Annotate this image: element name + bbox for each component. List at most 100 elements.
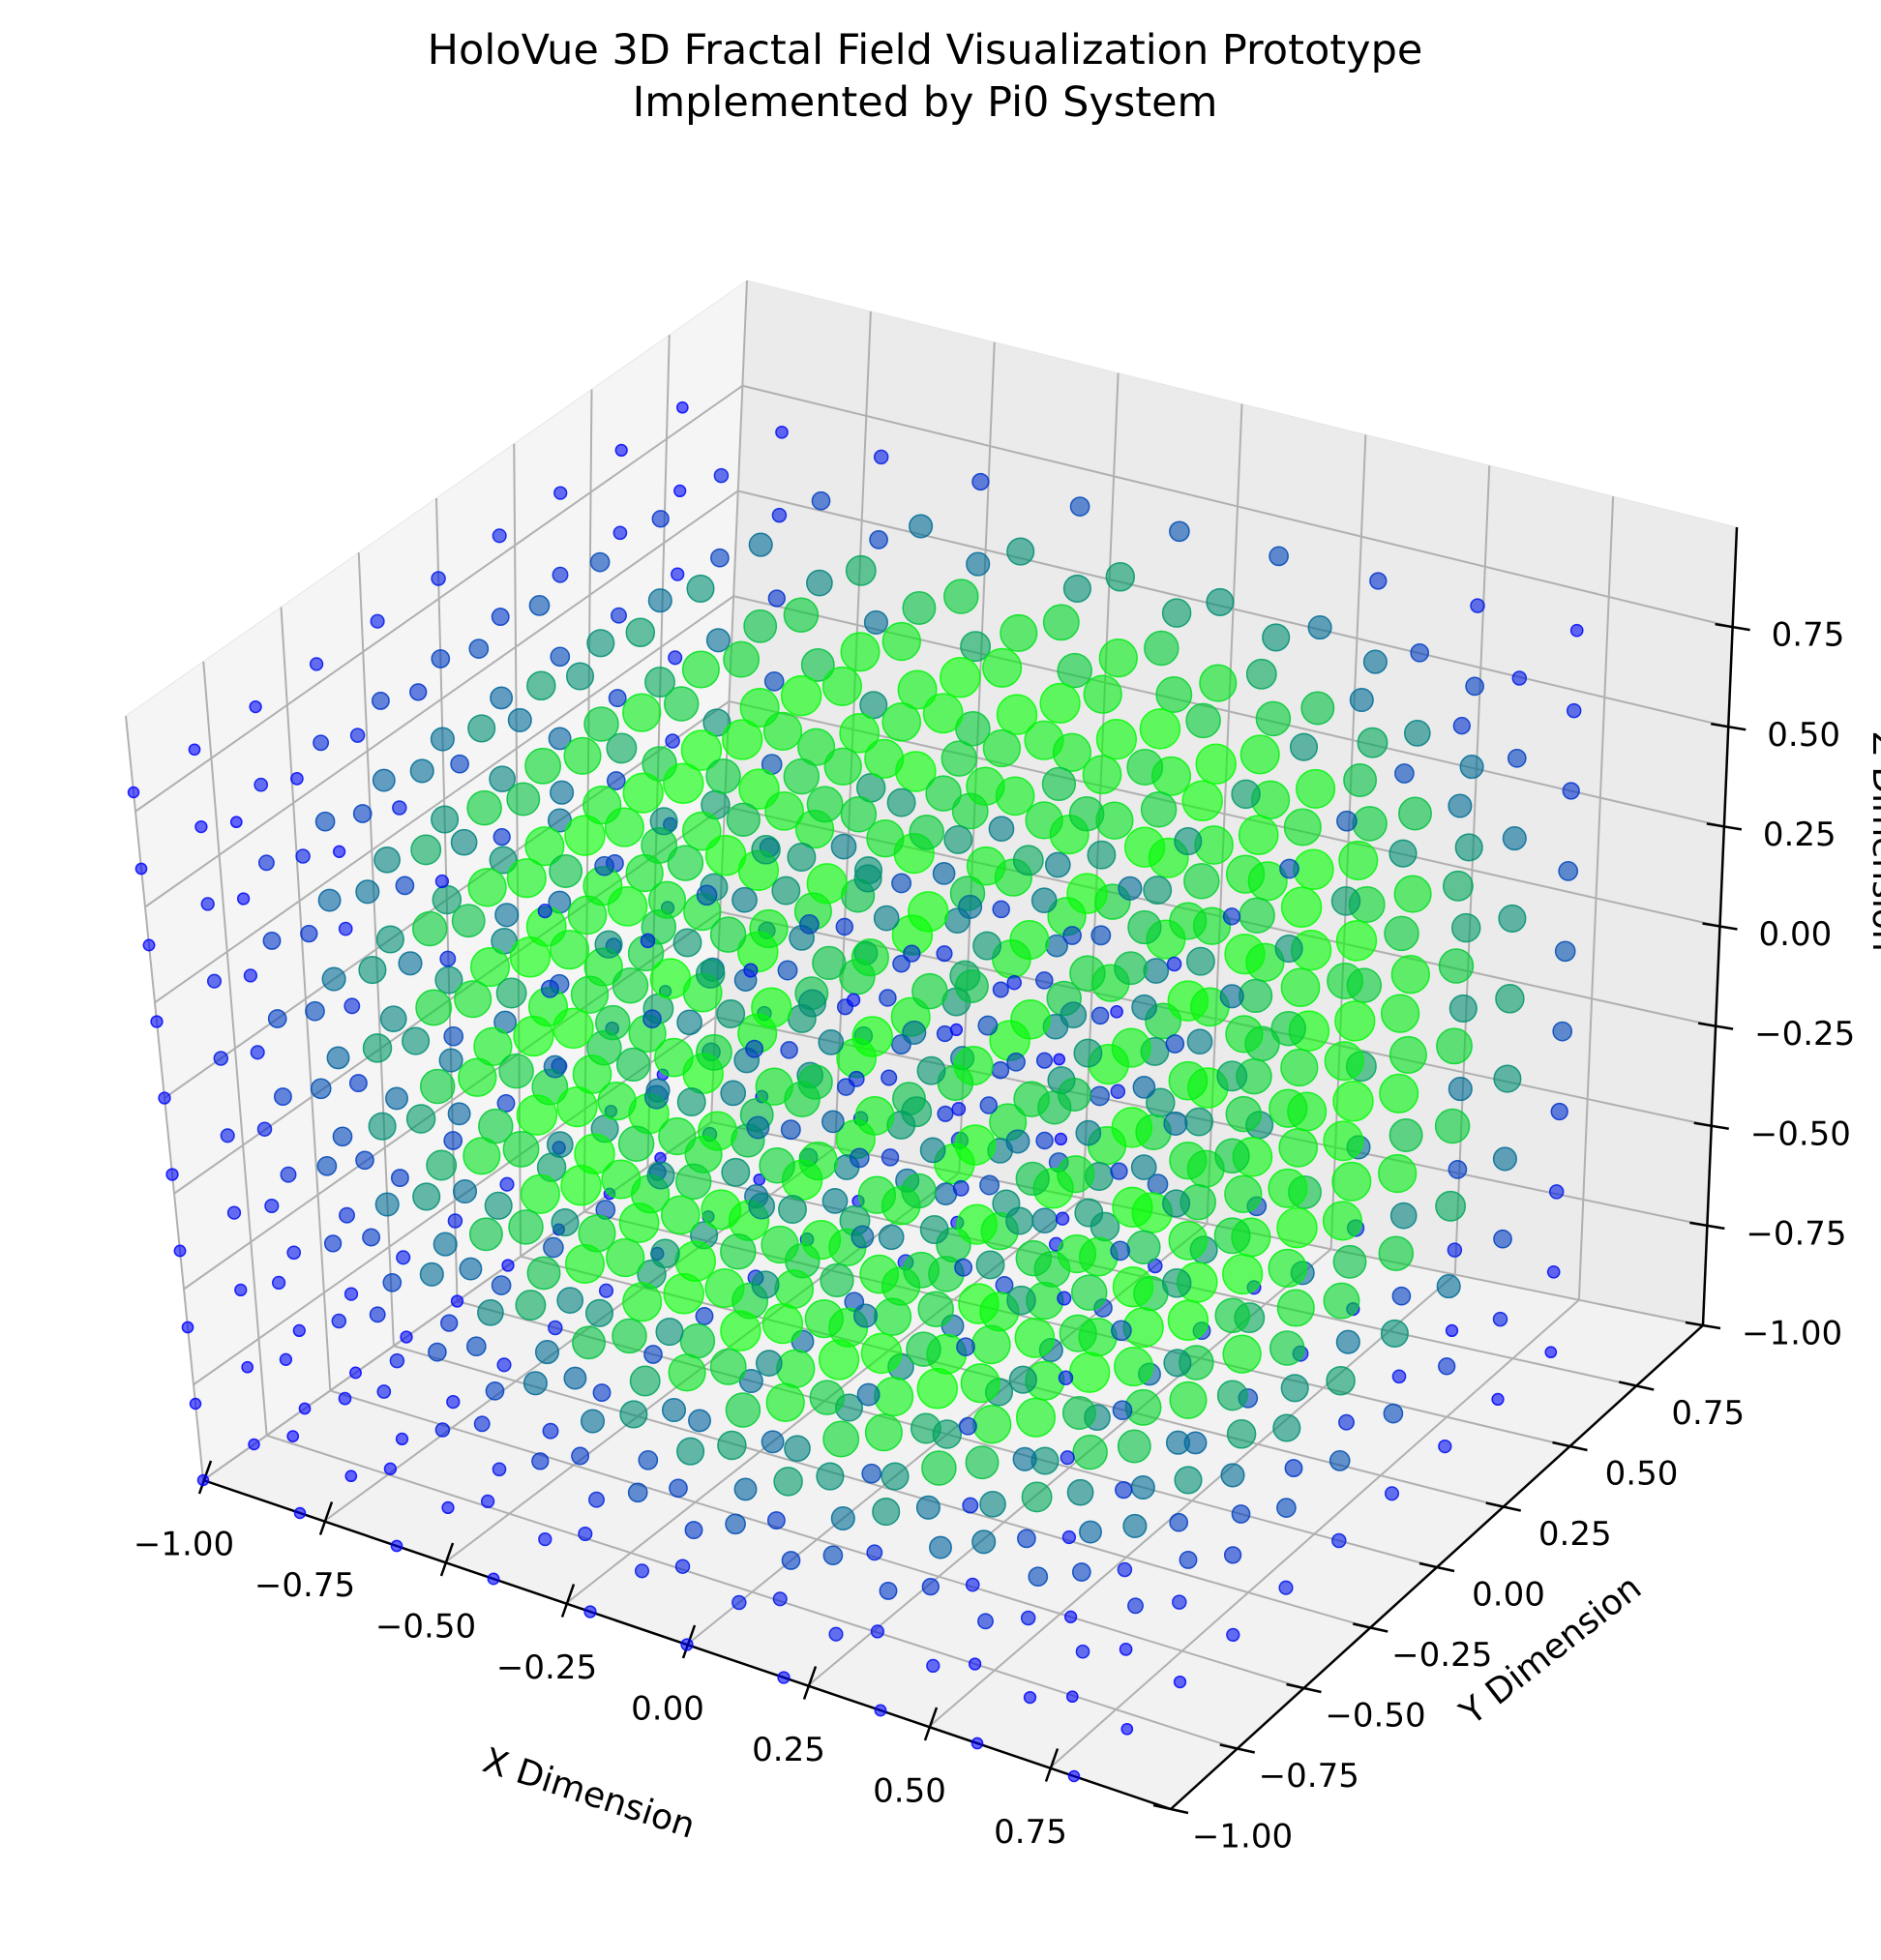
data-point xyxy=(426,1149,458,1181)
data-point xyxy=(972,1405,1012,1444)
data-point xyxy=(1122,1513,1148,1538)
data-point xyxy=(901,1096,933,1128)
data-point xyxy=(538,1531,552,1547)
data-point xyxy=(343,997,361,1015)
data-point xyxy=(313,734,330,752)
data-point xyxy=(317,888,342,912)
data-point xyxy=(1010,998,1051,1040)
data-point xyxy=(542,1422,559,1440)
data-point xyxy=(459,1257,483,1281)
data-point xyxy=(979,1096,999,1114)
data-point xyxy=(1114,951,1149,986)
data-point xyxy=(385,1086,408,1111)
data-point xyxy=(1185,702,1221,739)
data-point xyxy=(537,904,552,919)
data-point xyxy=(1155,676,1193,713)
data-point xyxy=(450,1294,464,1308)
data-point xyxy=(1226,1627,1240,1643)
data-point xyxy=(412,1182,441,1211)
data-point xyxy=(704,1267,745,1309)
data-point xyxy=(1031,1207,1059,1234)
data-point xyxy=(1179,1550,1198,1569)
data-point xyxy=(932,862,956,885)
data-point xyxy=(608,689,627,708)
data-point xyxy=(468,638,490,659)
data-point xyxy=(395,1432,409,1446)
data-point xyxy=(229,816,243,829)
z-tick-label: 0.50 xyxy=(1767,716,1840,755)
data-point xyxy=(1006,1285,1036,1316)
data-point xyxy=(355,879,380,905)
data-point xyxy=(1388,1118,1423,1152)
data-point xyxy=(543,1054,567,1079)
data-point xyxy=(395,876,415,896)
data-point xyxy=(344,1470,358,1483)
data-point xyxy=(531,1452,550,1470)
data-point xyxy=(879,1581,898,1600)
data-point xyxy=(940,657,981,698)
data-point xyxy=(173,1244,187,1258)
data-point xyxy=(921,1450,957,1486)
data-point xyxy=(467,868,507,907)
data-point xyxy=(954,1258,973,1277)
data-point xyxy=(674,1559,691,1574)
data-point xyxy=(852,1303,879,1328)
data-point xyxy=(443,1025,464,1047)
data-point xyxy=(1017,1529,1036,1549)
data-point xyxy=(968,1657,982,1671)
x-tick xyxy=(560,1584,576,1618)
data-point xyxy=(1118,876,1143,901)
data-point xyxy=(1566,702,1582,719)
data-point xyxy=(1163,1349,1192,1378)
data-point xyxy=(821,1110,845,1134)
data-point xyxy=(1448,994,1478,1023)
data-point xyxy=(604,807,644,847)
data-point xyxy=(745,1039,764,1058)
data-point xyxy=(1015,1397,1057,1438)
data-point xyxy=(563,736,602,775)
data-point xyxy=(1169,1512,1189,1532)
data-point xyxy=(943,824,973,854)
data-point xyxy=(671,567,685,581)
data-point xyxy=(1255,700,1292,737)
chart-title: HoloVue 3D Fractal Field Visualization P… xyxy=(428,26,1423,74)
data-point xyxy=(443,1131,463,1150)
data-point xyxy=(578,1526,593,1542)
data-point xyxy=(663,762,704,805)
data-point xyxy=(243,968,258,983)
data-point xyxy=(1289,732,1319,761)
data-point xyxy=(1123,826,1166,868)
data-point xyxy=(540,979,559,998)
data-point xyxy=(409,683,428,701)
data-point xyxy=(701,1189,742,1231)
data-point xyxy=(396,1250,411,1265)
data-point xyxy=(550,780,575,805)
data-point xyxy=(584,1298,614,1327)
data-point xyxy=(811,490,831,511)
data-point xyxy=(953,1045,994,1086)
data-point xyxy=(343,1287,359,1301)
data-point xyxy=(614,443,628,458)
data-point xyxy=(879,989,897,1007)
data-point xyxy=(1062,574,1091,603)
data-point xyxy=(1167,980,1209,1022)
data-point xyxy=(1199,664,1238,702)
data-point xyxy=(1379,1073,1419,1114)
data-point xyxy=(1065,1690,1079,1704)
data-point xyxy=(617,1125,655,1162)
data-point xyxy=(1072,1434,1108,1470)
y-tick xyxy=(1219,1743,1256,1754)
data-point xyxy=(733,1477,758,1501)
data-point xyxy=(439,950,457,967)
data-point xyxy=(1491,1392,1505,1407)
data-point xyxy=(506,858,547,899)
data-point xyxy=(431,805,460,834)
x-tick xyxy=(439,1542,455,1577)
data-point xyxy=(513,1015,554,1057)
data-point xyxy=(668,1353,706,1392)
data-point xyxy=(358,956,387,985)
data-point xyxy=(873,449,889,465)
data-point xyxy=(563,1366,587,1390)
data-point xyxy=(812,945,847,981)
data-point xyxy=(1066,1478,1094,1506)
